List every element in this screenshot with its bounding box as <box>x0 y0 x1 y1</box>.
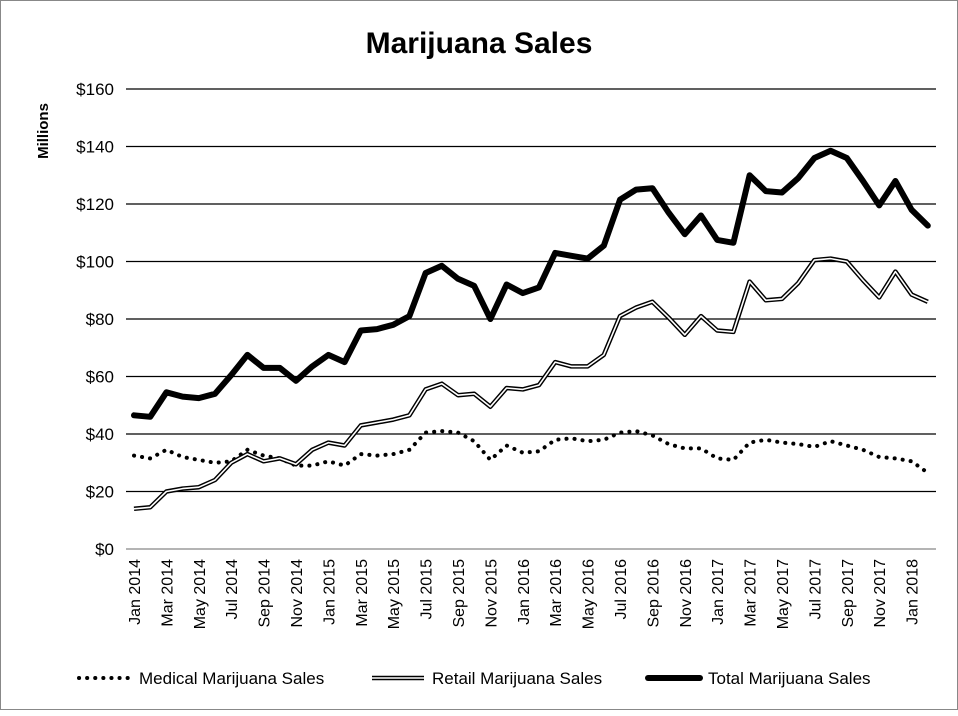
x-tick-label: May 2017 <box>775 559 792 629</box>
x-tick-label: Mar 2014 <box>159 559 176 627</box>
x-tick-label: Jan 2018 <box>905 559 922 625</box>
legend-label: Retail Marijuana Sales <box>432 669 602 688</box>
series-line-total <box>131 147 931 420</box>
y-tick-label: $80 <box>86 310 114 329</box>
x-tick-label: Jan 2015 <box>321 559 338 625</box>
x-tick-label: Jan 2017 <box>710 559 727 625</box>
series-line-retail-inner <box>133 257 929 510</box>
y-tick-label: $160 <box>76 80 114 99</box>
x-tick-label: Nov 2014 <box>289 559 306 628</box>
y-tick-label: $140 <box>76 138 114 157</box>
x-tick-label: May 2016 <box>581 559 598 629</box>
series-line-medical <box>132 429 930 475</box>
chart-title: Marijuana Sales <box>366 27 593 60</box>
legend-label: Medical Marijuana Sales <box>139 669 324 688</box>
x-tick-label: Jul 2016 <box>613 559 630 620</box>
x-tick-label: Mar 2015 <box>354 559 371 627</box>
y-tick-label: $100 <box>76 253 114 272</box>
series-double <box>133 256 929 512</box>
x-tick-label: May 2015 <box>386 559 403 629</box>
y-tick-label: $40 <box>86 425 114 444</box>
x-tick-label: Sep 2014 <box>257 559 274 628</box>
y-tick-label: $0 <box>95 540 114 559</box>
x-tick-label: Sep 2017 <box>840 559 857 628</box>
series-thick <box>131 147 931 420</box>
x-tick-label: Nov 2016 <box>678 559 695 628</box>
x-tick-label: Mar 2017 <box>743 559 760 627</box>
x-tick-label: Sep 2015 <box>451 559 468 628</box>
y-tick-label: $120 <box>76 195 114 214</box>
x-tick-label: Jul 2017 <box>807 559 824 620</box>
series-line-retail <box>133 256 929 512</box>
y-tick-label: $20 <box>86 483 114 502</box>
x-tick-label: Nov 2015 <box>483 559 500 628</box>
legend-label: Total Marijuana Sales <box>708 669 871 688</box>
series-dotted <box>132 429 930 475</box>
x-tick-label: Jul 2014 <box>224 559 241 620</box>
y-axis-label: Millions <box>35 103 52 159</box>
x-tick-label: Jul 2015 <box>419 559 436 620</box>
x-tick-label: Jan 2014 <box>127 559 144 625</box>
x-tick-label: Jan 2016 <box>516 559 533 625</box>
y-tick-label: $60 <box>86 368 114 387</box>
x-tick-label: Nov 2017 <box>872 559 889 628</box>
x-tick-label: Sep 2016 <box>645 559 662 628</box>
x-tick-label: Mar 2016 <box>548 559 565 627</box>
x-tick-label: May 2014 <box>192 559 209 629</box>
